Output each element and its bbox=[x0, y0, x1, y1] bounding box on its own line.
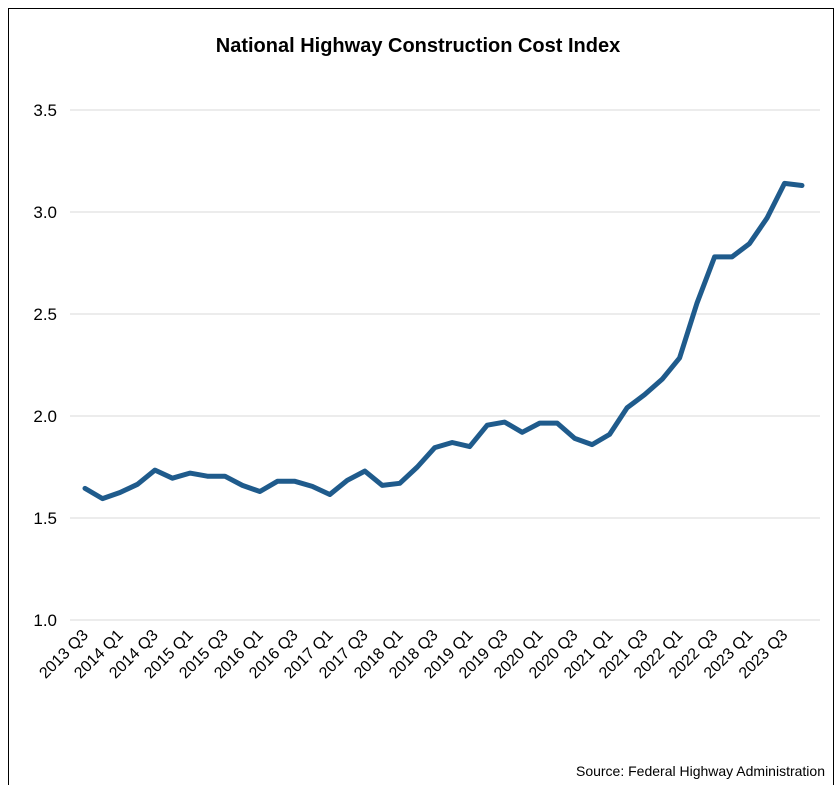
y-tick-label: 2.0 bbox=[33, 407, 57, 426]
y-tick-label: 2.5 bbox=[33, 305, 57, 324]
chart-frame bbox=[8, 8, 834, 785]
series-line bbox=[82, 180, 805, 502]
y-tick-label: 3.5 bbox=[33, 101, 57, 120]
chart-title: National Highway Construction Cost Index bbox=[216, 35, 620, 57]
y-tick-label: 1.0 bbox=[33, 611, 57, 630]
source-note: Source: Federal Highway Administration bbox=[576, 763, 825, 779]
y-tick-label: 3.0 bbox=[33, 203, 57, 222]
y-tick-label: 1.5 bbox=[33, 509, 57, 528]
